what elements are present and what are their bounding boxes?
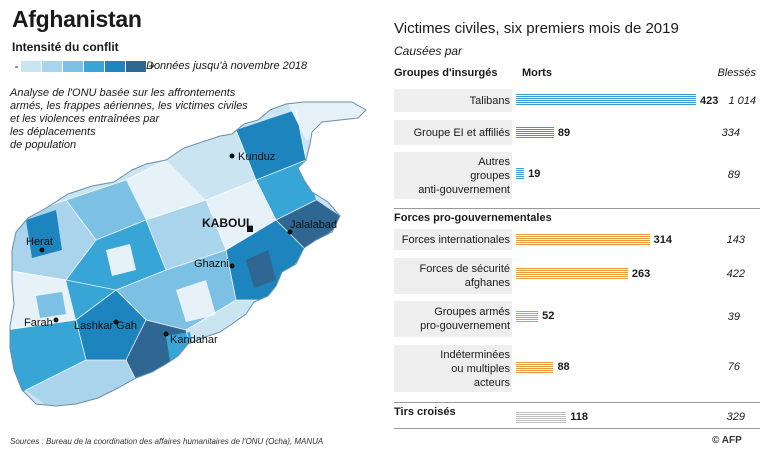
group-insurgents-heading: Groupes d'insurgés	[394, 67, 498, 79]
city-label: Jalalabad	[290, 219, 337, 231]
chart-subtitle: Causées par	[394, 44, 463, 58]
deaths-column-header: Morts	[522, 67, 552, 79]
analysis-line: Analyse de l'ONU basée sur les affrontem…	[10, 87, 236, 99]
injured-other-antigov: 89	[727, 169, 740, 181]
city-jalalabad: Jalalabad	[287, 219, 337, 235]
injured-progov-groups: 39	[727, 311, 740, 323]
city-label: Herat	[26, 236, 53, 248]
value-crossfire: 118	[570, 411, 588, 423]
value-other-antigov: 19	[528, 168, 541, 180]
legend-swatch-5	[105, 60, 125, 72]
group-separator	[394, 402, 760, 403]
analysis-line: armés, les frappes aériennes, les victim…	[10, 100, 248, 112]
legend-note: Données jusqu'à novembre 2018	[146, 60, 308, 72]
row-label-taliban: Talibans	[469, 95, 510, 107]
row-background	[394, 152, 512, 199]
group-crossfire-heading: Tirs croisés	[394, 406, 456, 418]
city-ghazni: Ghazni	[194, 258, 235, 270]
legend-swatch-6	[126, 60, 146, 72]
injured-taliban: 1 014	[728, 95, 756, 107]
chart-title: Victimes civiles, six premiers mois de 2…	[394, 20, 679, 37]
city-kabul: KABOUL	[202, 216, 253, 232]
legend-swatch-4	[84, 60, 104, 72]
injured-column-header: Blessés	[717, 67, 756, 79]
row-label-progov-groups: Groupes armés pro-gouvernement	[420, 306, 510, 332]
row-background	[394, 229, 512, 250]
intensity-legend: - +	[12, 59, 156, 73]
row-label-ei: Groupe EI et affiliés	[413, 127, 510, 139]
city-label: Ghazni	[194, 258, 229, 270]
legend-plus: +	[147, 59, 155, 73]
city-label: Lashkar Gah	[74, 320, 137, 332]
row-label-international: Forces internationales	[401, 234, 510, 246]
row-label-undetermined: Indéterminées ou multiples acteurs	[440, 349, 510, 389]
group-separator	[394, 208, 760, 209]
injured-international: 143	[726, 234, 745, 246]
bar-afghan-forces	[516, 268, 628, 279]
city-label: KABOUL	[202, 216, 253, 230]
city-label: Kunduz	[238, 151, 275, 163]
row-label-other-antigov: Autres groupes anti-gouvernement	[418, 156, 510, 196]
analysis-text: Analyse de l'ONU basée sur les affrontem…	[10, 87, 272, 152]
map-title: Afghanistan	[12, 6, 142, 32]
city-label: Kandahar	[170, 334, 218, 346]
legend-minus: -	[14, 59, 19, 73]
value-taliban: 423	[700, 95, 719, 107]
injured-ei: 334	[721, 127, 740, 139]
value-afghan-forces: 263	[631, 268, 651, 280]
injured-afghan-forces: 422	[726, 268, 745, 280]
value-ei: 89	[557, 127, 571, 139]
bar-undetermined	[516, 362, 554, 373]
city-farah: Farah	[24, 317, 59, 329]
value-progov-groups: 52	[542, 310, 555, 322]
row-background	[394, 345, 512, 392]
sources-note: Sources : Bureau de la coordination des …	[10, 437, 324, 446]
injured-undetermined: 76	[727, 361, 740, 373]
analysis-line: et les violences entraînées par	[10, 113, 160, 125]
legend-swatch-2	[42, 60, 62, 72]
row-background	[394, 258, 512, 294]
afghanistan-map: Kunduz KABOUL Jalalabad Herat Ghazni Far…	[9, 101, 367, 407]
bar-international	[516, 234, 650, 245]
city-label: Farah	[24, 317, 53, 329]
bar-ei	[516, 127, 554, 138]
bar-taliban	[516, 94, 696, 105]
legend-swatch-3	[63, 60, 83, 72]
analysis-line: de population	[10, 139, 77, 151]
legend-title: Intensité du conflit	[12, 40, 119, 54]
row-background	[394, 301, 512, 337]
analysis-line: les déplacements	[10, 126, 96, 138]
city-kandahar: Kandahar	[163, 331, 218, 346]
city-lashkar-gah: Lashkar Gah	[74, 319, 137, 332]
city-herat: Herat	[26, 236, 53, 253]
row-label-afghan-forces: Forces de sécurité afghanes	[419, 263, 510, 289]
row-background	[394, 120, 512, 145]
injured-crossfire: 329	[726, 411, 745, 423]
value-undetermined: 88	[557, 361, 570, 373]
value-international: 314	[653, 234, 672, 246]
city-kunduz: Kunduz	[229, 151, 275, 163]
afp-credit: © AFP	[712, 435, 742, 446]
bar-other-antigov	[516, 168, 525, 179]
bar-crossfire	[516, 412, 567, 423]
row-background	[394, 89, 512, 112]
bar-progov-groups	[516, 311, 539, 322]
group-progov-heading: Forces pro-gouvernementales	[394, 212, 552, 224]
legend-swatch-1	[21, 60, 41, 72]
bottom-rule	[394, 428, 760, 429]
